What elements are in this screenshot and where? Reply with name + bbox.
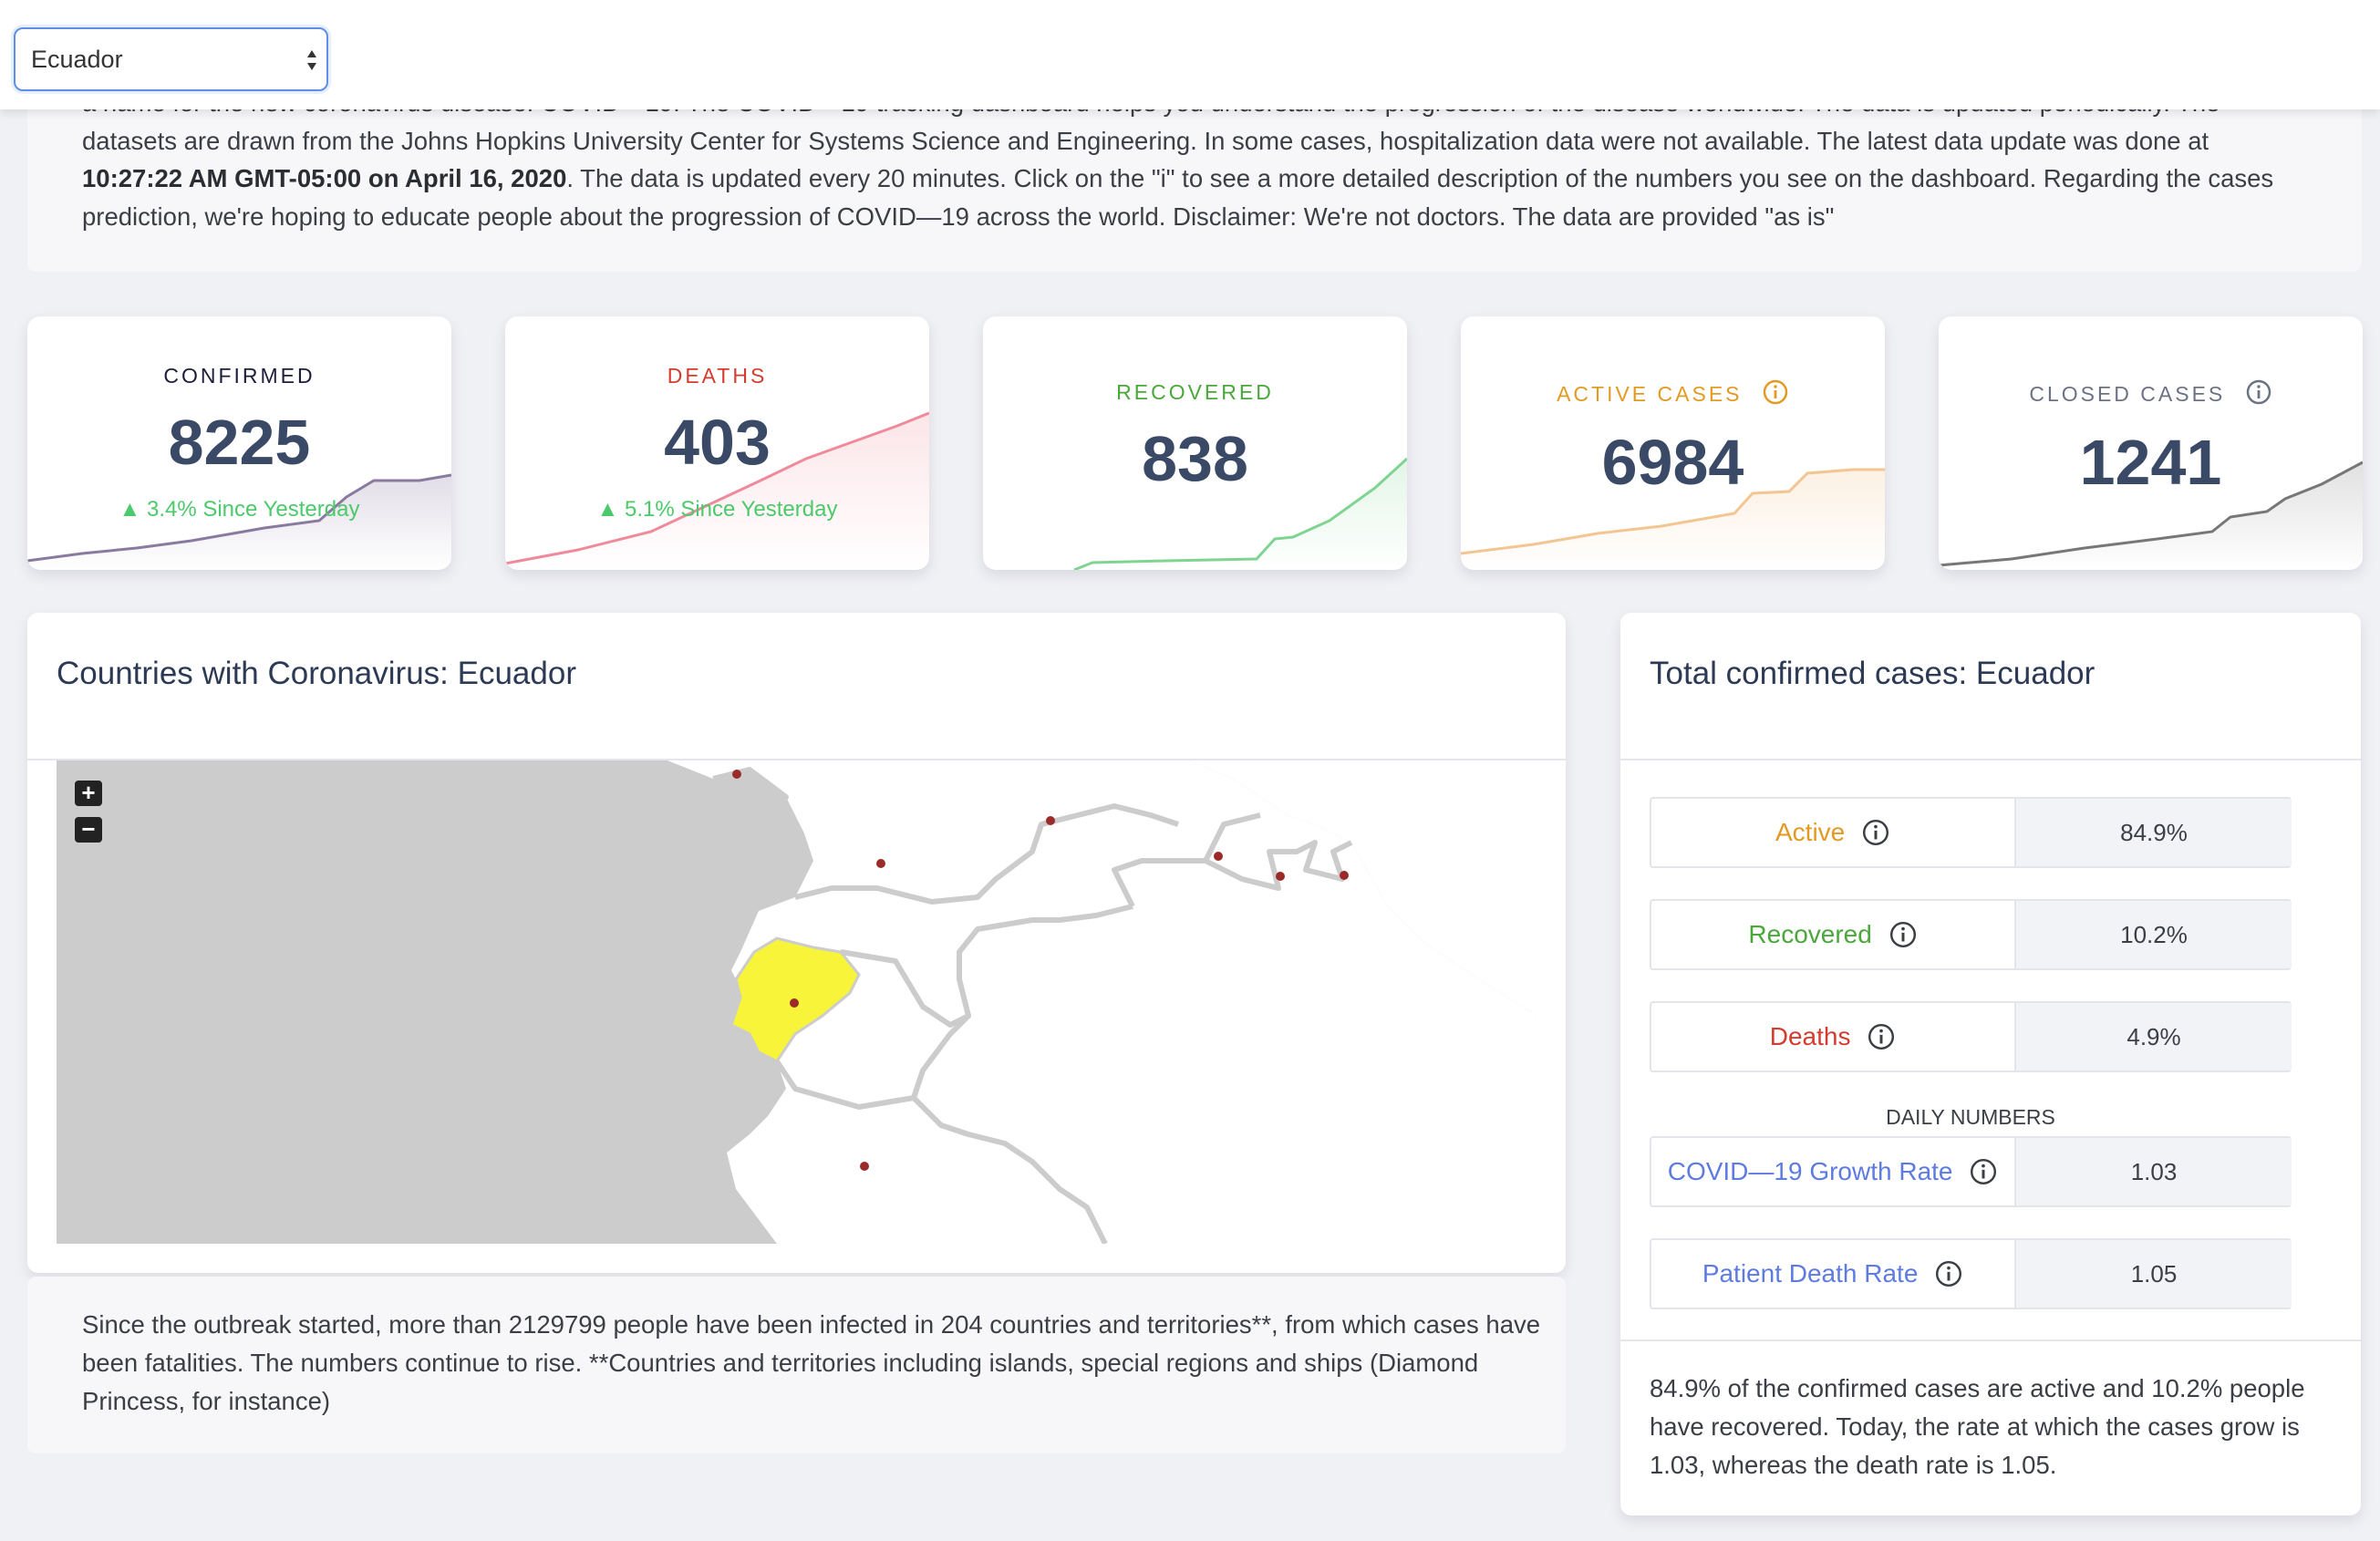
confirmed-value: 8225 <box>168 407 311 478</box>
confirmed-sparkline <box>27 473 451 570</box>
top-bar: Ecuador <box>0 0 2380 109</box>
active-sparkline <box>1461 468 1885 570</box>
recovered-row: Recovered 10.2% <box>1650 899 2292 970</box>
divider <box>1620 759 2361 760</box>
intro-line-4: prediction, we're hoping to educate peop… <box>82 202 1835 231</box>
divider <box>27 759 1566 760</box>
recovered-row-name: Recovered <box>1748 920 1872 948</box>
divider <box>1620 1339 2361 1341</box>
info-icon[interactable] <box>1934 1259 1963 1288</box>
closed-label-row: CLOSED CASES <box>1939 379 2363 407</box>
info-icon[interactable] <box>2245 378 2272 406</box>
growth-rate-value: 1.03 <box>2014 1138 2292 1205</box>
deaths-row-label: Deaths <box>1651 1003 2014 1070</box>
deaths-label: DEATHS <box>667 364 768 388</box>
update-time: 10:27:22 AM GMT-05:00 on April 16, 2020 <box>82 164 567 192</box>
deaths-sparkline <box>505 411 929 570</box>
confirmed-change: ▲ 3.4% Since Yesterday <box>27 497 451 522</box>
active-row-label: Active <box>1651 799 2014 866</box>
info-icon[interactable] <box>1969 1157 1998 1186</box>
info-icon[interactable] <box>1762 378 1789 406</box>
country-select-value: Ecuador <box>31 46 123 73</box>
recovered-row-value: 10.2% <box>2014 901 2292 968</box>
totals-title: Total confirmed cases: Ecuador <box>1650 656 2095 691</box>
deaths-row-name: Deaths <box>1769 1022 1851 1050</box>
active-card[interactable]: ACTIVE CASES 6984 <box>1461 316 1885 570</box>
intro-line-2: datasets are drawn from the Johns Hopkin… <box>82 126 2209 155</box>
closed-sparkline <box>1939 460 2363 570</box>
info-icon[interactable] <box>1888 920 1918 949</box>
active-value: 6984 <box>1601 427 1744 498</box>
daily-numbers-label: DAILY NUMBERS <box>1886 1105 2055 1129</box>
death-rate-label: Patient Death Rate <box>1651 1240 2014 1308</box>
closed-label: CLOSED CASES <box>2029 382 2226 406</box>
active-label: ACTIVE CASES <box>1557 382 1743 406</box>
map-title: Countries with Coronavirus: Ecuador <box>57 656 576 691</box>
recovered-label: RECOVERED <box>1116 380 1274 404</box>
world-map[interactable] <box>57 760 1537 1244</box>
info-icon[interactable] <box>1861 818 1890 847</box>
deaths-row: Deaths 4.9% <box>1650 1001 2292 1072</box>
confirmed-card[interactable]: CONFIRMED 8225 ▲ 3.4% Since Yesterday <box>27 316 451 570</box>
up-arrow-icon: ▲ <box>596 497 619 522</box>
map-footer-text: Since the outbreak started, more than 21… <box>82 1310 1541 1415</box>
closed-card[interactable]: CLOSED CASES 1241 <box>1939 316 2363 570</box>
recovered-card[interactable]: RECOVERED 838 <box>983 316 1407 570</box>
intro-card: a name for the new coronavirus disease: … <box>27 82 2362 272</box>
deaths-value: 403 <box>664 407 771 478</box>
deaths-change-text: 5.1% Since Yesterday <box>624 497 838 522</box>
deaths-card[interactable]: DEATHS 403 ▲ 5.1% Since Yesterday <box>505 316 929 570</box>
active-row-name: Active <box>1775 818 1846 846</box>
up-arrow-icon: ▲ <box>119 497 141 522</box>
zoom-out-button[interactable]: − <box>75 817 102 843</box>
confirmed-change-text: 3.4% Since Yesterday <box>146 497 360 522</box>
deaths-row-value: 4.9% <box>2014 1003 2292 1070</box>
active-row: Active 84.9% <box>1650 797 2292 868</box>
recovered-sparkline <box>1073 457 1407 570</box>
intro-text: a name for the new coronavirus disease: … <box>82 84 2344 235</box>
totals-summary: 84.9% of the confirmed cases are active … <box>1650 1374 2305 1479</box>
recovered-row-label: Recovered <box>1651 901 2014 968</box>
country-select[interactable]: Ecuador <box>14 27 328 91</box>
totals-card: Total confirmed cases: Ecuador Active 84… <box>1620 613 2361 1515</box>
intro-line-3: . The data is updated every 20 minutes. … <box>566 164 2274 192</box>
growth-rate-row: COVID—19 Growth Rate 1.03 <box>1650 1136 2292 1207</box>
confirmed-label: CONFIRMED <box>163 364 316 388</box>
map-card: Countries with Coronavirus: Ecuador <box>27 613 1566 1273</box>
growth-rate-label: COVID—19 Growth Rate <box>1651 1138 2014 1205</box>
growth-rate-name: COVID—19 Growth Rate <box>1667 1157 1953 1185</box>
active-label-row: ACTIVE CASES <box>1461 379 1885 407</box>
death-rate-name: Patient Death Rate <box>1702 1259 1919 1288</box>
zoom-in-button[interactable]: + <box>75 781 102 806</box>
death-rate-value: 1.05 <box>2014 1240 2292 1308</box>
active-row-value: 84.9% <box>2014 799 2292 866</box>
select-arrows-icon <box>307 50 316 70</box>
info-icon[interactable] <box>1867 1022 1896 1051</box>
deaths-change: ▲ 5.1% Since Yesterday <box>505 497 929 522</box>
closed-value: 1241 <box>2079 427 2222 498</box>
recovered-value: 838 <box>1142 423 1248 494</box>
death-rate-row: Patient Death Rate 1.05 <box>1650 1238 2292 1309</box>
map-footer-card: Since the outbreak started, more than 21… <box>27 1277 1566 1453</box>
